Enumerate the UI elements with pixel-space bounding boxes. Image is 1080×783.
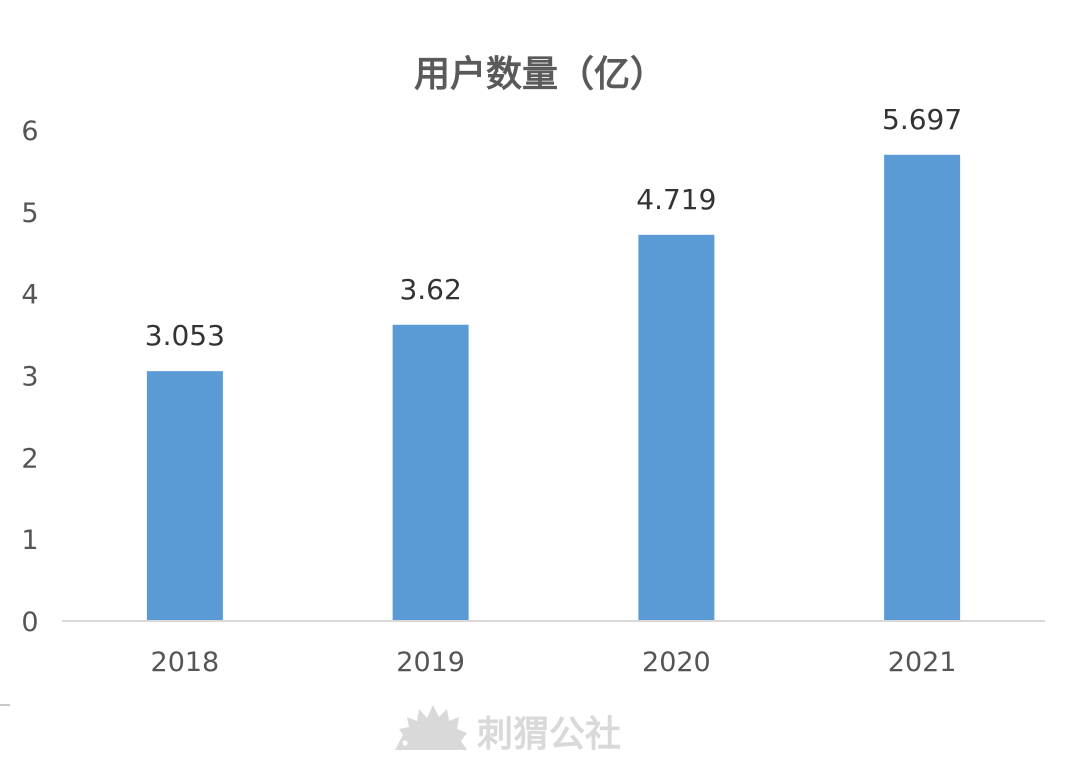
- bar-2018: [146, 371, 223, 621]
- data-labels: 3.053 3.62 4.719 5.697: [145, 103, 962, 352]
- bar-2020: [638, 234, 715, 622]
- x-tick-label: 2019: [396, 647, 465, 678]
- y-tick-label: 3: [21, 362, 38, 393]
- y-tick-label: 6: [21, 116, 38, 147]
- data-label-2018: 3.053: [145, 319, 225, 352]
- watermark-text: 刺猬公社: [477, 714, 621, 755]
- watermark: 刺猬公社: [395, 705, 621, 755]
- data-label-2019: 3.62: [399, 273, 461, 306]
- bar-2021: [884, 154, 961, 621]
- x-tick-label: 2021: [888, 647, 957, 678]
- y-tick-label: 5: [21, 198, 38, 229]
- y-axis-ticks: 0 1 2 3 4 5 6: [21, 116, 38, 638]
- y-tick-label: 0: [21, 607, 38, 638]
- hedgehog-icon: [395, 705, 467, 750]
- bars: [146, 154, 961, 622]
- y-tick-label: 2: [21, 443, 38, 474]
- bar-2019: [392, 324, 469, 621]
- x-tick-label: 2018: [151, 647, 220, 678]
- data-label-2020: 4.719: [636, 183, 716, 216]
- y-tick-label: 1: [21, 525, 38, 556]
- x-axis-ticks: 2018 2019 2020 2021: [151, 647, 957, 678]
- data-label-2021: 5.697: [882, 103, 962, 136]
- y-tick-label: 4: [21, 280, 38, 311]
- x-tick-label: 2020: [642, 647, 711, 678]
- chart-title: 用户数量（亿）: [414, 54, 666, 95]
